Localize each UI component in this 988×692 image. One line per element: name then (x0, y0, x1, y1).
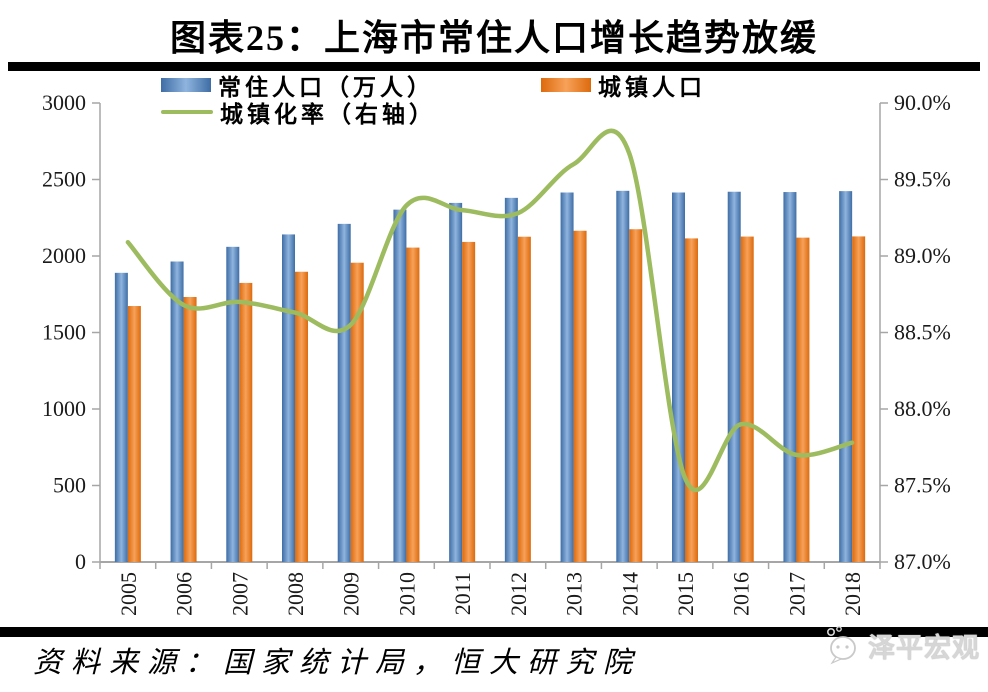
legend-row-2: 城镇化率（右轴） (161, 98, 706, 127)
bar-urban-population-2009 (350, 262, 364, 562)
left-axis-tick-label: 2000 (42, 243, 86, 268)
x-axis-year-label: 2015 (673, 572, 698, 616)
chart-legend: 常住人口（万人） 城镇人口 城镇化率（右轴） (161, 71, 706, 127)
legend-row-1: 常住人口（万人） 城镇人口 (161, 71, 706, 100)
x-axis-year-label: 2013 (562, 572, 587, 616)
x-axis-year-label: 2014 (617, 572, 642, 616)
left-axis-tick-label: 1000 (42, 396, 86, 421)
bar-resident-population-2017 (783, 192, 797, 562)
left-axis-tick-label: 1500 (42, 320, 86, 345)
bar-resident-population-2006 (170, 261, 184, 562)
source-note: 资料来源：国家统计局，恒大研究院 (33, 647, 642, 679)
left-axis-tick-label: 0 (75, 549, 86, 574)
right-axis-tick-label: 88.0% (894, 396, 951, 421)
bar-resident-population-2010 (393, 209, 407, 563)
x-axis-year-label: 2008 (283, 572, 308, 616)
bar-urban-population-2008 (295, 271, 308, 562)
top-divider-bar (8, 62, 980, 71)
right-axis-tick-label: 87.0% (894, 549, 951, 574)
left-axis-tick-label: 500 (53, 473, 86, 498)
blue-bar-swatch-icon (161, 77, 211, 92)
right-axis-tick-label: 90.0% (894, 90, 951, 115)
x-axis-year-label: 2011 (450, 572, 475, 615)
bar-resident-population-2012 (504, 197, 518, 563)
x-axis-year-label: 2012 (506, 572, 531, 616)
bar-resident-population-2009 (337, 223, 351, 562)
bar-urban-population-2015 (685, 238, 698, 562)
bar-resident-population-2014 (616, 190, 630, 562)
bar-resident-population-2005 (114, 272, 128, 562)
chat-face-logo-icon (827, 626, 856, 665)
x-axis-year-label: 2016 (729, 572, 754, 616)
orange-bar-swatch-icon (541, 77, 591, 92)
right-axis-tick-label: 88.5% (894, 320, 951, 345)
x-axis-year-label: 2017 (784, 572, 809, 616)
left-axis-tick-label: 3000 (42, 90, 86, 115)
bar-resident-population-2013 (560, 192, 574, 562)
legend-label-urban-population: 城镇人口 (598, 74, 706, 100)
bottom-divider-bar (0, 627, 988, 637)
right-axis-tick-label: 87.5% (894, 473, 951, 498)
chart-title: 图表25：上海市常住人口增长趋势放缓 (169, 18, 818, 58)
bar-urban-population-2005 (127, 306, 141, 562)
bar-urban-population-2006 (183, 297, 197, 562)
green-line-swatch-icon (161, 109, 213, 114)
x-axis-year-label: 2007 (227, 572, 252, 616)
left-axis-tick-label: 2500 (42, 167, 86, 192)
bar-urban-population-2017 (796, 237, 810, 562)
x-axis-year-label: 2010 (394, 572, 419, 616)
x-axis-year-label: 2018 (840, 572, 865, 616)
legend-label-resident-population: 常住人口（万人） (218, 74, 434, 100)
legend-item-resident-population: 常住人口（万人） (161, 68, 434, 102)
bar-resident-population-2007 (226, 246, 240, 562)
bar-resident-population-2018 (839, 191, 853, 563)
publisher-watermark: 泽平宏观 (822, 624, 980, 666)
legend-item-urban-population: 城镇人口 (541, 68, 706, 102)
bar-resident-population-2011 (449, 202, 463, 562)
x-axis-year-label: 2006 (172, 572, 197, 616)
x-axis-year-label: 2005 (116, 572, 141, 616)
bar-urban-population-2018 (852, 236, 866, 562)
bar-urban-population-2007 (239, 282, 253, 562)
bar-resident-population-2016 (727, 191, 741, 563)
bar-urban-population-2014 (629, 229, 643, 562)
legend-label-urbanization-rate: 城镇化率（右轴） (220, 101, 436, 127)
right-axis-tick-label: 89.0% (894, 243, 951, 268)
bar-resident-population-2015 (672, 192, 685, 562)
bar-resident-population-2008 (282, 234, 295, 562)
bar-urban-population-2013 (573, 230, 587, 562)
watermark-text: 泽平宏观 (868, 632, 980, 663)
bar-urban-population-2016 (740, 236, 754, 562)
legend-item-urbanization-rate: 城镇化率（右轴） (161, 95, 436, 129)
bar-urban-population-2012 (517, 236, 531, 563)
bar-urban-population-2010 (406, 247, 420, 562)
urbanization-rate-line (125, 128, 855, 492)
x-axis-year-label: 2009 (339, 572, 364, 616)
right-axis-tick-label: 89.5% (894, 167, 951, 192)
bar-urban-population-2011 (462, 241, 476, 562)
